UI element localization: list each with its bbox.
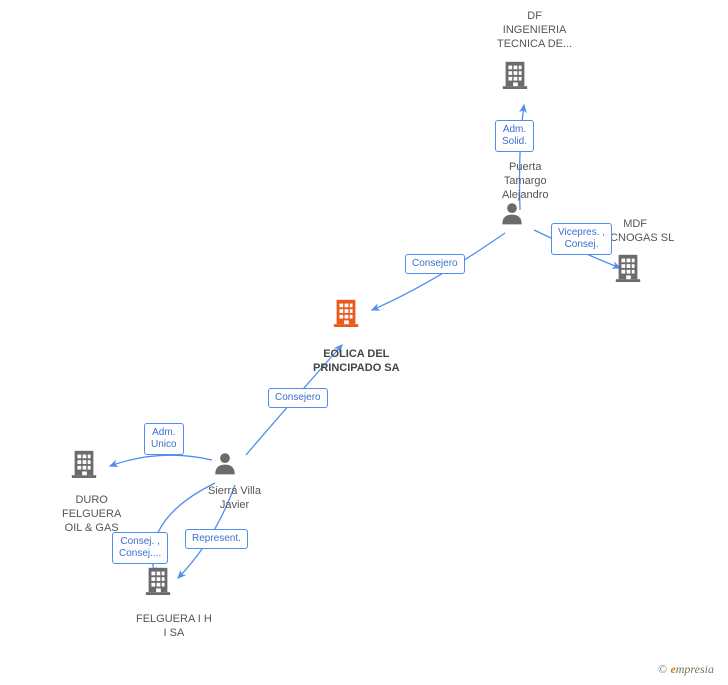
- person-icon-puerta[interactable]: [499, 200, 525, 226]
- edge-role-label-6: Consej. , Consej....: [112, 532, 168, 564]
- edge-role-label-2: Consejero: [405, 254, 465, 274]
- building-icon-mdf[interactable]: [613, 252, 643, 282]
- person-icon-sierra[interactable]: [212, 450, 238, 476]
- node-label-puerta: PuertaTamargoAlejandro: [502, 161, 548, 202]
- edge-role-label-4: Adm. Unico: [144, 423, 184, 455]
- footer-credit: © empresia: [658, 662, 714, 677]
- building-icon-df_ing[interactable]: [500, 59, 530, 89]
- node-label-sierra: Sierra VillaJavier: [208, 485, 261, 513]
- edge-role-label-5: Represent.: [185, 529, 248, 549]
- node-label-center: EOLICA DELPRINCIPADO SA: [313, 348, 400, 376]
- edge-role-label-1: Vicepres. , Consej.: [551, 223, 612, 255]
- building-icon-duro[interactable]: [69, 448, 99, 478]
- edge-role-label-3: Consejero: [268, 388, 328, 408]
- edge-arrow-4: [110, 455, 212, 466]
- edge-layer: [0, 0, 728, 685]
- building-icon-center[interactable]: [331, 297, 361, 327]
- copyright-symbol: ©: [658, 662, 667, 676]
- node-label-df_ing: DFINGENIERIATECNICA DE...: [497, 10, 572, 51]
- node-label-felguera_ih: FELGUERA I HI SA: [136, 613, 212, 641]
- brand-rest: mpresia: [676, 662, 714, 676]
- node-label-duro: DUROFELGUERAOIL & GAS: [62, 494, 121, 535]
- diagram-stage: DFINGENIERIATECNICA DE... PuertaTamargoA…: [0, 0, 728, 685]
- edge-role-label-0: Adm. Solid.: [495, 120, 534, 152]
- building-icon-felguera_ih[interactable]: [143, 565, 173, 595]
